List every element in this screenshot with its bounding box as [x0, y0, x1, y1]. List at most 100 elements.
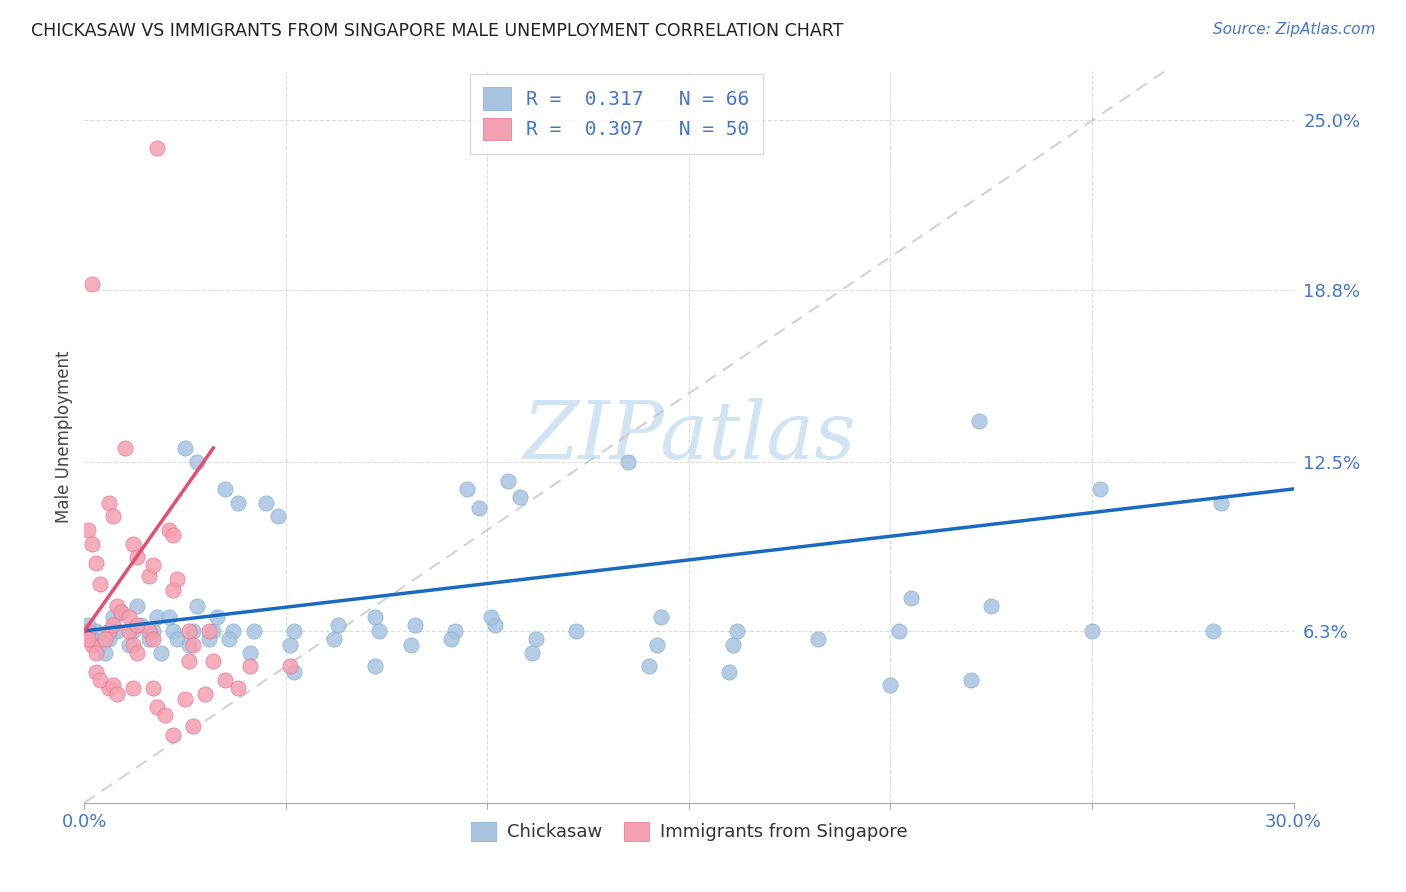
Point: [278, 638, 301, 652]
Point: [162, 582, 184, 597]
Point: [105, 624, 128, 638]
Point: [121, 638, 143, 652]
Point: [468, 501, 491, 516]
Point: [157, 610, 180, 624]
Point: [226, 681, 249, 695]
Point: [153, 708, 176, 723]
Point: [146, 610, 169, 624]
Point: [97, 681, 120, 695]
Point: [650, 610, 672, 624]
Point: [214, 482, 236, 496]
Point: [484, 618, 506, 632]
Point: [960, 673, 983, 687]
Text: ZIPatlas: ZIPatlas: [522, 399, 856, 475]
Point: [645, 638, 668, 652]
Point: [637, 659, 659, 673]
Point: [239, 659, 262, 673]
Point: [267, 509, 290, 524]
Point: [725, 624, 748, 638]
Point: [440, 632, 463, 646]
Point: [162, 624, 184, 638]
Point: [1202, 624, 1225, 638]
Point: [97, 624, 120, 638]
Point: [89, 577, 111, 591]
Point: [399, 638, 422, 652]
Point: [77, 523, 100, 537]
Point: [138, 624, 160, 638]
Point: [186, 599, 208, 614]
Point: [138, 632, 160, 646]
Point: [214, 673, 236, 687]
Point: [509, 490, 531, 504]
Point: [142, 632, 165, 646]
Point: [363, 610, 385, 624]
Point: [242, 624, 264, 638]
Point: [174, 692, 197, 706]
Point: [202, 624, 225, 638]
Point: [179, 654, 201, 668]
Point: [146, 141, 169, 155]
Point: [86, 665, 108, 679]
Point: [179, 624, 201, 638]
Point: [121, 536, 143, 550]
Point: [121, 624, 143, 638]
Point: [110, 605, 132, 619]
Point: [166, 572, 188, 586]
Text: Source: ZipAtlas.com: Source: ZipAtlas.com: [1212, 22, 1375, 37]
Point: [121, 681, 143, 695]
Point: [181, 638, 204, 652]
Point: [125, 618, 148, 632]
Point: [1088, 482, 1111, 496]
Point: [879, 678, 901, 692]
Point: [328, 618, 350, 632]
Point: [146, 700, 169, 714]
Point: [118, 610, 141, 624]
Point: [82, 632, 104, 646]
Point: [202, 654, 225, 668]
Point: [967, 414, 990, 428]
Point: [254, 495, 277, 509]
Point: [226, 495, 249, 509]
Point: [181, 719, 204, 733]
Point: [125, 550, 148, 565]
Point: [186, 455, 208, 469]
Point: [496, 474, 519, 488]
Point: [118, 638, 141, 652]
Point: [162, 728, 184, 742]
Point: [207, 610, 229, 624]
Point: [114, 441, 136, 455]
Point: [181, 624, 204, 638]
Point: [198, 632, 221, 646]
Point: [283, 665, 305, 679]
Point: [323, 632, 346, 646]
Point: [82, 536, 104, 550]
Point: [101, 678, 124, 692]
Point: [239, 646, 262, 660]
Point: [565, 624, 588, 638]
Point: [97, 495, 120, 509]
Point: [1209, 495, 1232, 509]
Point: [125, 646, 148, 660]
Point: [174, 441, 197, 455]
Point: [101, 618, 124, 632]
Point: [900, 591, 922, 606]
Point: [520, 646, 543, 660]
Point: [97, 632, 120, 646]
Point: [142, 681, 165, 695]
Point: [404, 618, 426, 632]
Point: [105, 687, 128, 701]
Point: [125, 599, 148, 614]
Point: [82, 277, 104, 292]
Point: [89, 638, 111, 652]
Point: [142, 624, 165, 638]
Point: [142, 558, 165, 573]
Point: [980, 599, 1002, 614]
Point: [194, 687, 217, 701]
Point: [118, 624, 141, 638]
Point: [105, 599, 128, 614]
Point: [723, 638, 745, 652]
Point: [367, 624, 389, 638]
Point: [110, 605, 132, 619]
Point: [218, 632, 240, 646]
Point: [283, 624, 305, 638]
